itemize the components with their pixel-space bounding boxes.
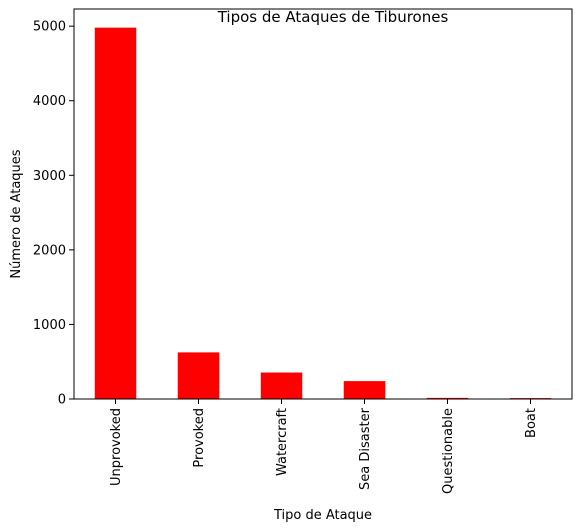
x-tick-label: Questionable <box>441 408 456 494</box>
x-tick-label: Sea Disaster <box>358 407 373 490</box>
x-tick-label: Boat <box>524 408 539 438</box>
x-tick-label: Unprovoked <box>109 408 124 486</box>
plot-frame <box>73 8 573 400</box>
y-tick-label: 4000 <box>33 94 66 109</box>
bar-watercraft <box>260 372 303 399</box>
y-tick-label: 2000 <box>33 243 66 258</box>
bar-sea-disaster <box>343 381 386 399</box>
y-tick-label: 0 <box>58 393 66 408</box>
x-tick-label: Provoked <box>192 408 207 468</box>
y-tick-label: 1000 <box>33 318 66 333</box>
bar-questionable <box>426 397 469 399</box>
bars <box>94 27 552 399</box>
y-axis-title: Número de Ataques <box>9 149 24 278</box>
x-axis-title: Tipo de Ataque <box>273 508 372 523</box>
bar-provoked <box>177 352 220 399</box>
chart-title: Tipos de Ataques de Tiburones <box>217 8 449 26</box>
y-tick-label: 5000 <box>33 20 66 35</box>
y-axis: 0 1000 2000 3000 4000 5000 <box>33 20 74 408</box>
x-axis: Unprovoked Provoked Watercraft Sea Disaster… <box>109 399 539 494</box>
y-tick-label: 3000 <box>33 169 66 184</box>
bar-unprovoked <box>94 27 137 399</box>
x-tick-label: Watercraft <box>275 408 290 476</box>
